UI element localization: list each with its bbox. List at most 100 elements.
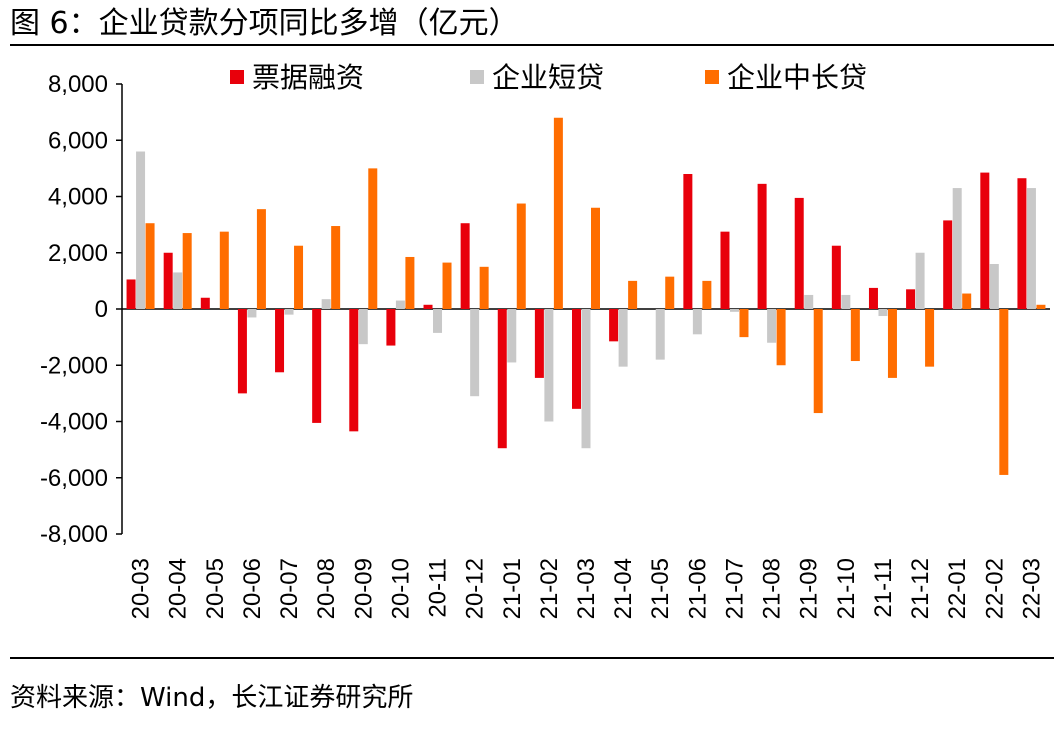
bar-20-04-s3	[182, 233, 192, 309]
bar-21-04-s2	[618, 309, 628, 367]
bar-21-07-s1	[720, 231, 730, 309]
bar-20-12-s3	[479, 266, 489, 309]
x-tick-label: 21-11	[870, 558, 897, 618]
legend-label: 企业短贷	[492, 61, 604, 94]
bar-22-01-s1	[943, 220, 953, 309]
bar-21-01-s3	[516, 203, 526, 309]
x-tick-label: 20-09	[350, 558, 377, 619]
bar-chart: 8,000 6,000 4,000 2,000 0 -2,000 -4,000 -6,000 -…	[40, 61, 1050, 619]
legend-swatch	[705, 70, 719, 84]
bar-21-08-s3	[776, 309, 786, 366]
x-tick-label: 21-06	[684, 558, 711, 619]
bar-20-09-s3	[368, 168, 378, 309]
bar-21-08-s1	[757, 183, 767, 309]
bar-20-03-s2	[136, 151, 146, 309]
bar-20-05-s1	[200, 297, 210, 309]
bar-20-06-s1	[237, 309, 247, 394]
bar-22-01-s2	[952, 188, 962, 309]
bar-21-10-s3	[850, 309, 860, 362]
x-tick-label: 21-12	[907, 558, 934, 619]
y-tick-label: 2,000	[48, 240, 108, 267]
bar-20-04-s2	[173, 272, 183, 309]
x-tick-label: 21-08	[759, 558, 786, 619]
bar-20-12-s2	[470, 309, 480, 397]
bar-21-04-s1	[609, 309, 619, 342]
bar-22-02-s1	[980, 172, 990, 309]
bar-20-11-s1	[423, 304, 433, 309]
x-tick-label: 20-07	[276, 558, 303, 619]
bar-21-07-s3	[739, 309, 749, 338]
bar-21-01-s1	[497, 309, 507, 449]
y-tick-label: -4,000	[40, 409, 108, 436]
source-note: 资料来源：Wind，长江证券研究所	[10, 683, 414, 713]
x-tick-label: 21-05	[647, 558, 674, 619]
bar-20-09-s2	[358, 309, 368, 345]
bar-20-11-s3	[442, 262, 452, 309]
bar-21-07-s2	[729, 309, 739, 312]
bar-21-01-s2	[507, 309, 517, 363]
x-tick-label: 22-01	[944, 558, 971, 619]
bar-20-10-s2	[395, 300, 405, 309]
bar-20-05-s3	[219, 231, 229, 309]
bar-21-11-s1	[868, 287, 878, 309]
x-tick-label: 20-10	[387, 558, 414, 619]
x-tick-label: 21-09	[796, 558, 823, 619]
bar-20-10-s3	[405, 256, 415, 309]
x-tick-label: 20-08	[313, 558, 340, 619]
bar-22-01-s3	[962, 293, 972, 309]
x-tick-label: 21-03	[573, 558, 600, 619]
bar-20-12-s1	[460, 223, 470, 309]
x-tick-label: 20-12	[462, 558, 489, 619]
bar-20-08-s2	[321, 299, 331, 309]
bar-21-11-s3	[887, 309, 897, 378]
y-tick-label: 6,000	[48, 127, 108, 154]
x-tick-label: 20-11	[425, 558, 452, 618]
x-tick-label: 22-03	[1018, 558, 1045, 619]
bars	[126, 117, 1046, 475]
bar-20-07-s3	[294, 245, 304, 309]
bar-21-09-s3	[813, 309, 823, 414]
bar-22-02-s3	[999, 309, 1009, 475]
footer-rule	[10, 657, 1054, 659]
bar-20-11-s2	[433, 309, 443, 333]
bar-21-05-s3	[665, 276, 675, 309]
x-tick-label: 20-04	[165, 558, 192, 619]
bar-20-06-s2	[247, 309, 257, 318]
bar-21-09-s2	[804, 294, 814, 309]
bar-22-03-s3	[1036, 304, 1046, 309]
y-tick-label: -2,000	[40, 352, 108, 379]
bar-20-03-s3	[145, 223, 155, 309]
bar-20-03-s1	[126, 279, 136, 309]
bar-20-07-s2	[284, 309, 294, 315]
y-tick-label: 8,000	[48, 71, 108, 98]
bar-21-06-s3	[702, 280, 712, 309]
bar-21-02-s1	[534, 309, 544, 378]
bar-21-12-s2	[915, 252, 925, 309]
x-tick-label: 20-05	[202, 558, 229, 619]
bar-21-03-s1	[572, 309, 581, 409]
x-tick-label: 21-04	[610, 558, 637, 619]
legend-swatch	[470, 70, 484, 84]
bar-21-09-s1	[794, 197, 804, 309]
legend-swatch	[230, 70, 244, 84]
x-tick-label: 22-02	[981, 558, 1008, 619]
bar-21-10-s1	[831, 245, 841, 309]
bar-21-08-s2	[767, 309, 777, 343]
chart-title: 图 6：企业贷款分项同比多增（亿元）	[10, 6, 519, 41]
bar-21-12-s3	[925, 309, 935, 367]
title-rule	[10, 44, 1054, 46]
x-tick-label: 21-10	[833, 558, 860, 619]
bar-21-02-s3	[553, 117, 563, 309]
x-tick-label: 21-07	[721, 558, 748, 619]
bar-20-08-s3	[331, 226, 341, 309]
bar-21-11-s2	[878, 309, 888, 317]
y-tick-label: -8,000	[40, 521, 108, 548]
bar-22-02-s2	[989, 264, 999, 309]
bar-20-04-s1	[163, 252, 173, 309]
x-tick-label: 21-01	[499, 558, 526, 619]
bar-20-06-s3	[256, 209, 266, 309]
bar-20-10-s1	[386, 309, 396, 346]
bar-22-03-s2	[1026, 188, 1036, 309]
bar-20-08-s1	[312, 309, 322, 423]
y-tick-label: 0	[95, 296, 108, 323]
